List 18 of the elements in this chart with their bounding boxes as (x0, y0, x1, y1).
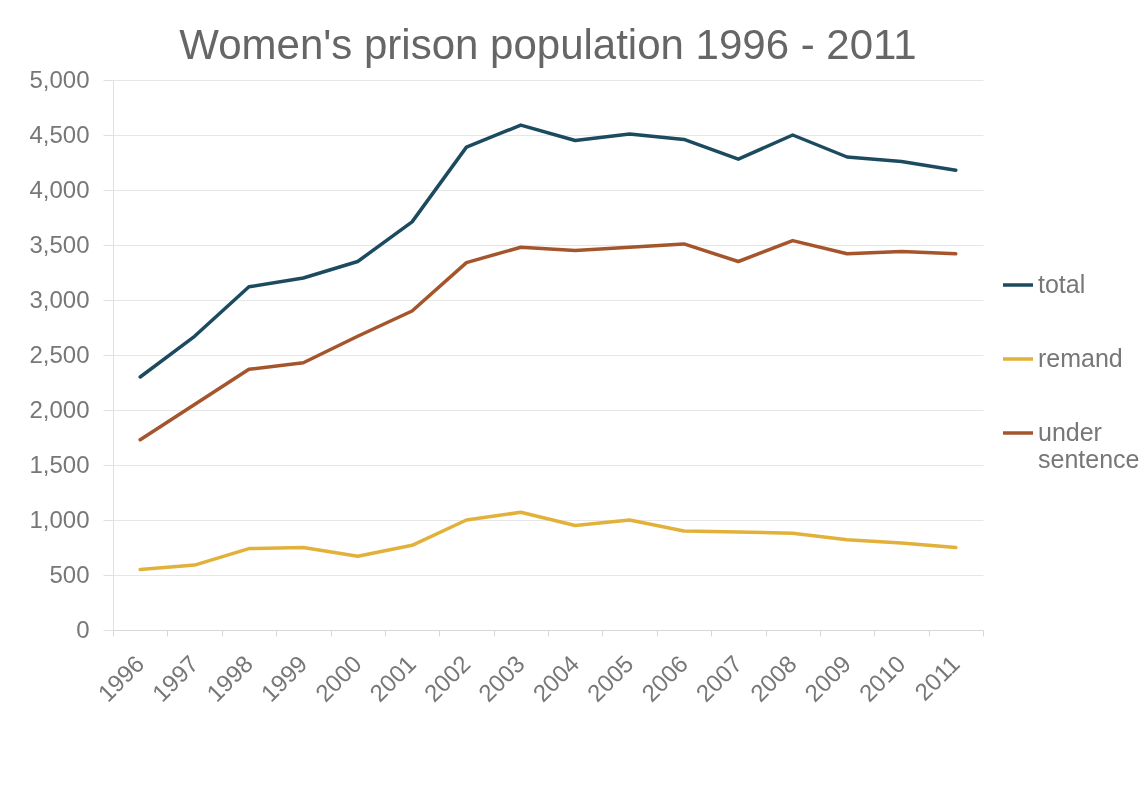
y-tick-label: 0 (76, 615, 90, 643)
legend-label: total (1038, 270, 1086, 298)
y-tick-label: 4,000 (29, 175, 90, 203)
y-tick-label: 5,000 (29, 65, 90, 93)
line-series (138, 238, 958, 442)
legend-label: remand (1038, 344, 1123, 372)
y-tick-label: 2,000 (29, 395, 90, 423)
y-tick-label: 2,500 (29, 340, 90, 368)
line-series (138, 123, 958, 379)
y-tick-label: 4,500 (29, 120, 90, 148)
y-tick-label: 3,000 (29, 285, 90, 313)
legend-label: under sentence (1038, 418, 1140, 473)
line-series (138, 510, 958, 572)
y-tick-label: 1,000 (29, 505, 90, 533)
y-tick-label: 500 (49, 560, 90, 588)
y-tick-label: 1,500 (29, 450, 90, 478)
y-tick-label: 3,500 (29, 230, 90, 258)
chart-title: Women's prison population 1996 - 2011 (179, 21, 917, 68)
